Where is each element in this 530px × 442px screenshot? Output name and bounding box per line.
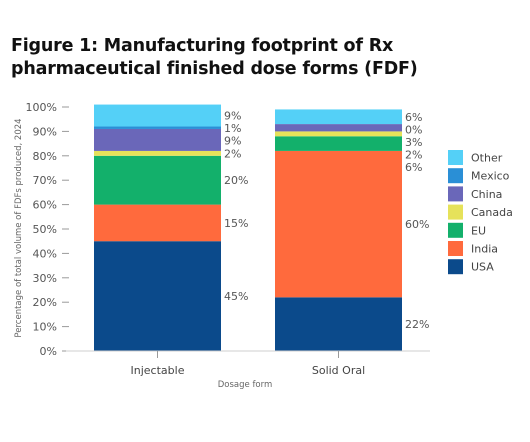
legend-label-usa: USA (471, 261, 494, 274)
y-tick-label: 90% (33, 125, 57, 138)
legend-swatch-other (448, 150, 463, 165)
bars-group (94, 104, 402, 351)
y-tick-label: 60% (33, 199, 57, 212)
legend-swatch-mexico (448, 168, 463, 184)
x-tick-label: Solid Oral (312, 364, 365, 377)
data-label-eu: 20% (224, 174, 248, 187)
data-label-china: 9% (224, 135, 241, 148)
legend-label-india: India (471, 243, 498, 256)
x-axis: Injectable Solid Oral (66, 350, 430, 377)
bar-segment-eu (275, 136, 402, 151)
y-tick-label: 0% (40, 345, 57, 358)
data-label-india: 15% (224, 217, 248, 230)
y-tick-label: 40% (33, 247, 57, 260)
legend-swatch-china (448, 186, 463, 202)
y-tick-label: 80% (33, 150, 57, 163)
legend-label-other: Other (471, 152, 503, 165)
y-tick-label: 50% (33, 223, 57, 236)
y-axis: 0% 10% 20% 30% 40% 50% 60% 70% 80% 90% 100% (26, 101, 69, 358)
data-label-other: 6% (405, 111, 422, 124)
legend-label-china: China (471, 188, 502, 201)
bar-segment-other (94, 104, 221, 127)
data-label-india: 60% (405, 218, 429, 231)
legend-swatch-usa (448, 259, 463, 275)
legend-swatch-canada (448, 204, 463, 220)
bar-segment-eu (94, 155, 221, 205)
legend-label-eu: EU (471, 224, 486, 237)
bar-segment-canada (275, 131, 402, 137)
data-label-usa: 22% (405, 318, 429, 331)
bar-segment-other (275, 109, 402, 125)
y-tick-label: 30% (33, 272, 57, 285)
data-label-other: 9% (224, 110, 241, 123)
x-axis-label: Dosage form (218, 380, 273, 390)
data-label-mexico: 0% (405, 123, 422, 136)
y-tick-label: 70% (33, 174, 57, 187)
x-tick-label: Injectable (131, 364, 185, 377)
legend-label-mexico: Mexico (471, 170, 510, 183)
bar-segment-india (94, 204, 221, 242)
data-label-mexico: 1% (224, 122, 241, 135)
data-label-canada: 2% (224, 147, 241, 160)
data-label-canada: 2% (405, 148, 422, 161)
data-label-eu: 6% (405, 161, 422, 174)
bar-segment-mexico (94, 126, 221, 129)
legend: Other Mexico China Canada EU India USA (448, 150, 513, 275)
bar-segment-usa (275, 297, 402, 351)
chart-title: Figure 1: Manufacturing footprint of Rx … (11, 36, 418, 79)
legend-swatch-india (448, 241, 463, 256)
bar-segment-india (275, 150, 402, 298)
legend-swatch-eu (448, 222, 463, 238)
data-labels-group: 45%15%20%2%9%1%9%22%60%6%2%3%0%6% (224, 110, 429, 332)
bar-segment-china (275, 124, 402, 132)
y-tick-label: 10% (33, 321, 57, 334)
y-tick-label: 20% (33, 296, 57, 309)
legend-label-canada: Canada (471, 206, 513, 219)
y-tick-label: 100% (26, 101, 57, 114)
y-axis-label: Percentage of total volume of FDFs produ… (14, 118, 24, 337)
bar-segment-china (94, 128, 221, 151)
data-label-china: 3% (405, 136, 422, 149)
data-label-usa: 45% (224, 290, 248, 303)
bar-segment-usa (94, 241, 221, 351)
bar-segment-canada (94, 150, 221, 156)
